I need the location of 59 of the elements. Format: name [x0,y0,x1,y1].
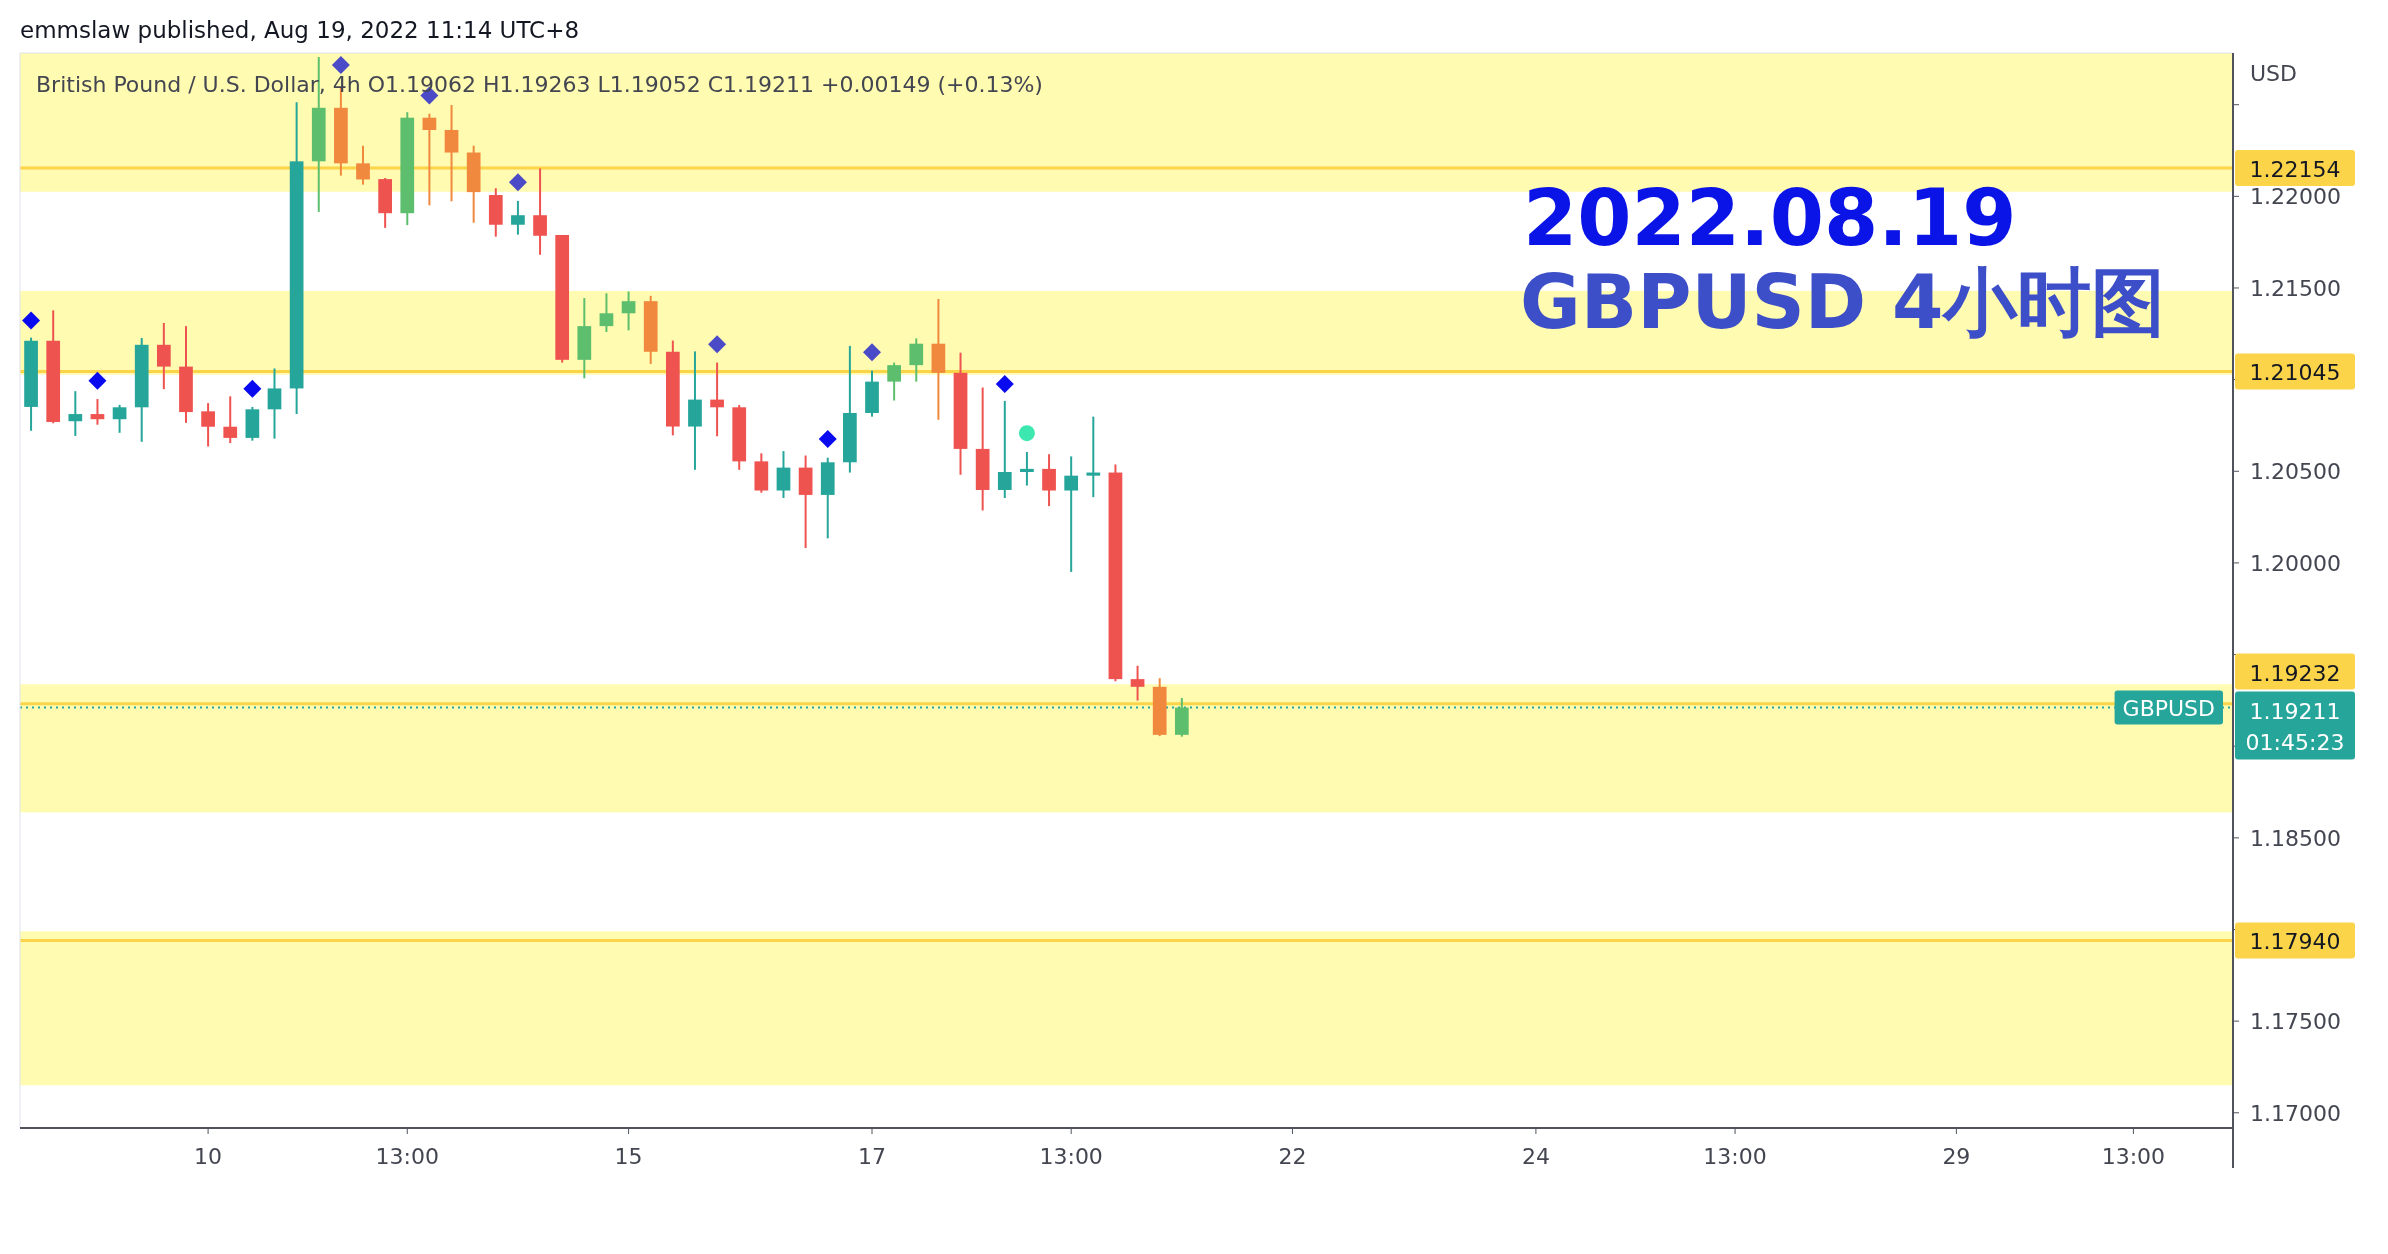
candlestick [1042,453,1056,508]
candlestick [997,399,1012,500]
x-tick-label: 22 [1278,1144,1307,1169]
candlestick [356,144,370,186]
candlestick [112,403,127,434]
ref-line-label: 1.22154 [2249,157,2341,183]
point [88,371,107,390]
candlestick [1064,455,1079,573]
candlestick [1020,451,1034,487]
point [243,379,262,398]
candlestick [621,290,636,332]
y-tick-label: 1.18500 [2250,825,2341,851]
candlestick [776,450,791,500]
point [22,311,41,330]
candlestick [511,199,525,236]
point [863,343,882,362]
y-tick-label: 1.20000 [2250,550,2341,576]
text: emmslaw published, Aug 19, 2022 11:14 UTC+8 [20,17,580,43]
x-tick-label: 13:00 [1703,1144,1767,1169]
ref-line-label: 1.19232 [2249,660,2341,686]
point [331,55,350,74]
candlestick [444,104,459,203]
y-tick-label: 1.21500 [2250,275,2341,301]
point [508,173,527,192]
candlestick [533,167,547,256]
candlestick [1130,664,1145,702]
x-tick-label: 24 [1521,1144,1550,1169]
y-tick-label: 1.20500 [2250,459,2341,485]
ref-line-label: 1.21045 [2249,360,2341,386]
point [708,335,727,354]
candlestick [223,395,238,445]
candlestick [201,402,215,448]
candlestick [422,112,437,207]
candlestick [90,398,105,426]
x-tick-label: 13:00 [2101,1144,2166,1169]
y-tick-label: 1.22000 [2250,184,2341,210]
ref-line-label: 1.17940 [2249,929,2341,955]
candlestick [1086,415,1101,499]
point [818,430,837,449]
x-tick-label: 13:00 [375,1144,439,1169]
y-tick-label: 1.17500 [2250,1009,2341,1035]
annotation: GBPUSD [2122,695,2215,721]
x-tick-label: 10 [194,1144,223,1169]
candlestick [909,337,924,383]
x-tick-label: 17 [858,1144,887,1169]
candlestick [156,321,171,391]
y-tick-label: 1.17000 [2250,1100,2341,1126]
candlestick [267,367,282,440]
point [1018,425,1035,442]
x-tick-label: 29 [1942,1144,1971,1169]
candlestick [68,390,83,437]
candlestick [710,361,724,438]
y-axis-title: USD [2250,61,2298,86]
legend-label: 1.19211 01:45:23 [2245,698,2345,755]
point [995,375,1014,394]
candlestick [887,361,901,402]
x-tick-label: 15 [614,1144,643,1169]
x-tick-label: 13:00 [1039,1144,1103,1169]
candlestick [599,292,614,333]
